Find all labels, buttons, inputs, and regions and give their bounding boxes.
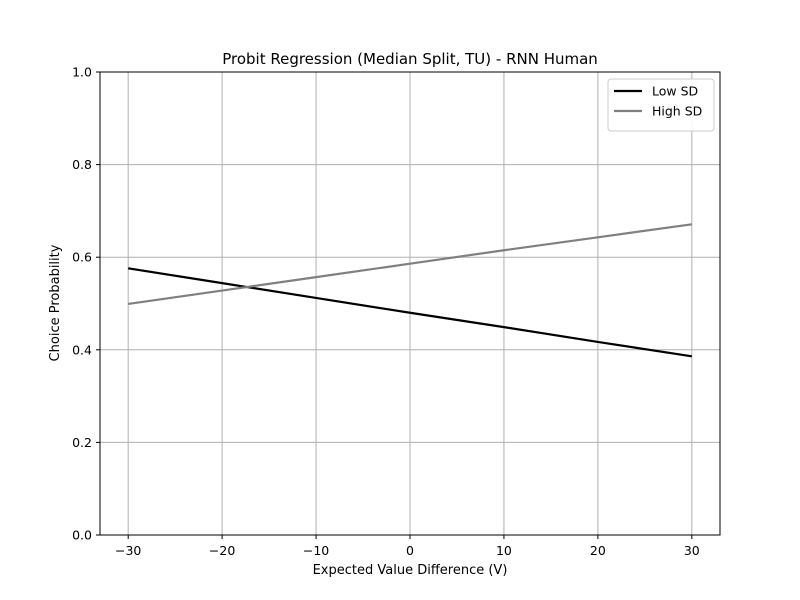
series-line-high-sd xyxy=(128,223,692,306)
y-tick-label: 0.4 xyxy=(72,342,92,357)
y-tick-label: 0.2 xyxy=(72,435,92,450)
x-tick-label: 20 xyxy=(590,543,606,558)
chart-title: Probit Regression (Median Split, TU) - R… xyxy=(222,50,598,68)
legend-label: High SD xyxy=(652,104,702,119)
legend: Low SD High SD xyxy=(607,78,715,132)
series-line-low-sd xyxy=(128,267,692,358)
series-lines xyxy=(128,223,692,358)
legend-label: Low SD xyxy=(652,84,698,99)
y-axis-ticks: 0.0 0.2 0.4 0.6 0.8 1.0 xyxy=(72,65,100,543)
x-tick-label: 30 xyxy=(684,543,700,558)
y-tick-label: 0.6 xyxy=(72,250,92,265)
x-tick-label: 10 xyxy=(496,543,512,558)
x-tick-label: −30 xyxy=(115,543,141,558)
x-tick-label: −10 xyxy=(303,543,329,558)
x-axis-ticks: −30 −20 −10 0 10 20 30 xyxy=(115,535,700,558)
y-tick-label: 1.0 xyxy=(72,65,92,80)
x-tick-label: −20 xyxy=(209,543,235,558)
grid-lines xyxy=(100,71,720,536)
y-axis-label: Choice Probability xyxy=(48,244,63,361)
y-tick-label: 0.8 xyxy=(72,157,92,172)
y-tick-label: 0.0 xyxy=(72,528,92,543)
x-axis-label: Expected Value Difference (V) xyxy=(313,563,508,578)
x-tick-label: 0 xyxy=(406,543,414,558)
